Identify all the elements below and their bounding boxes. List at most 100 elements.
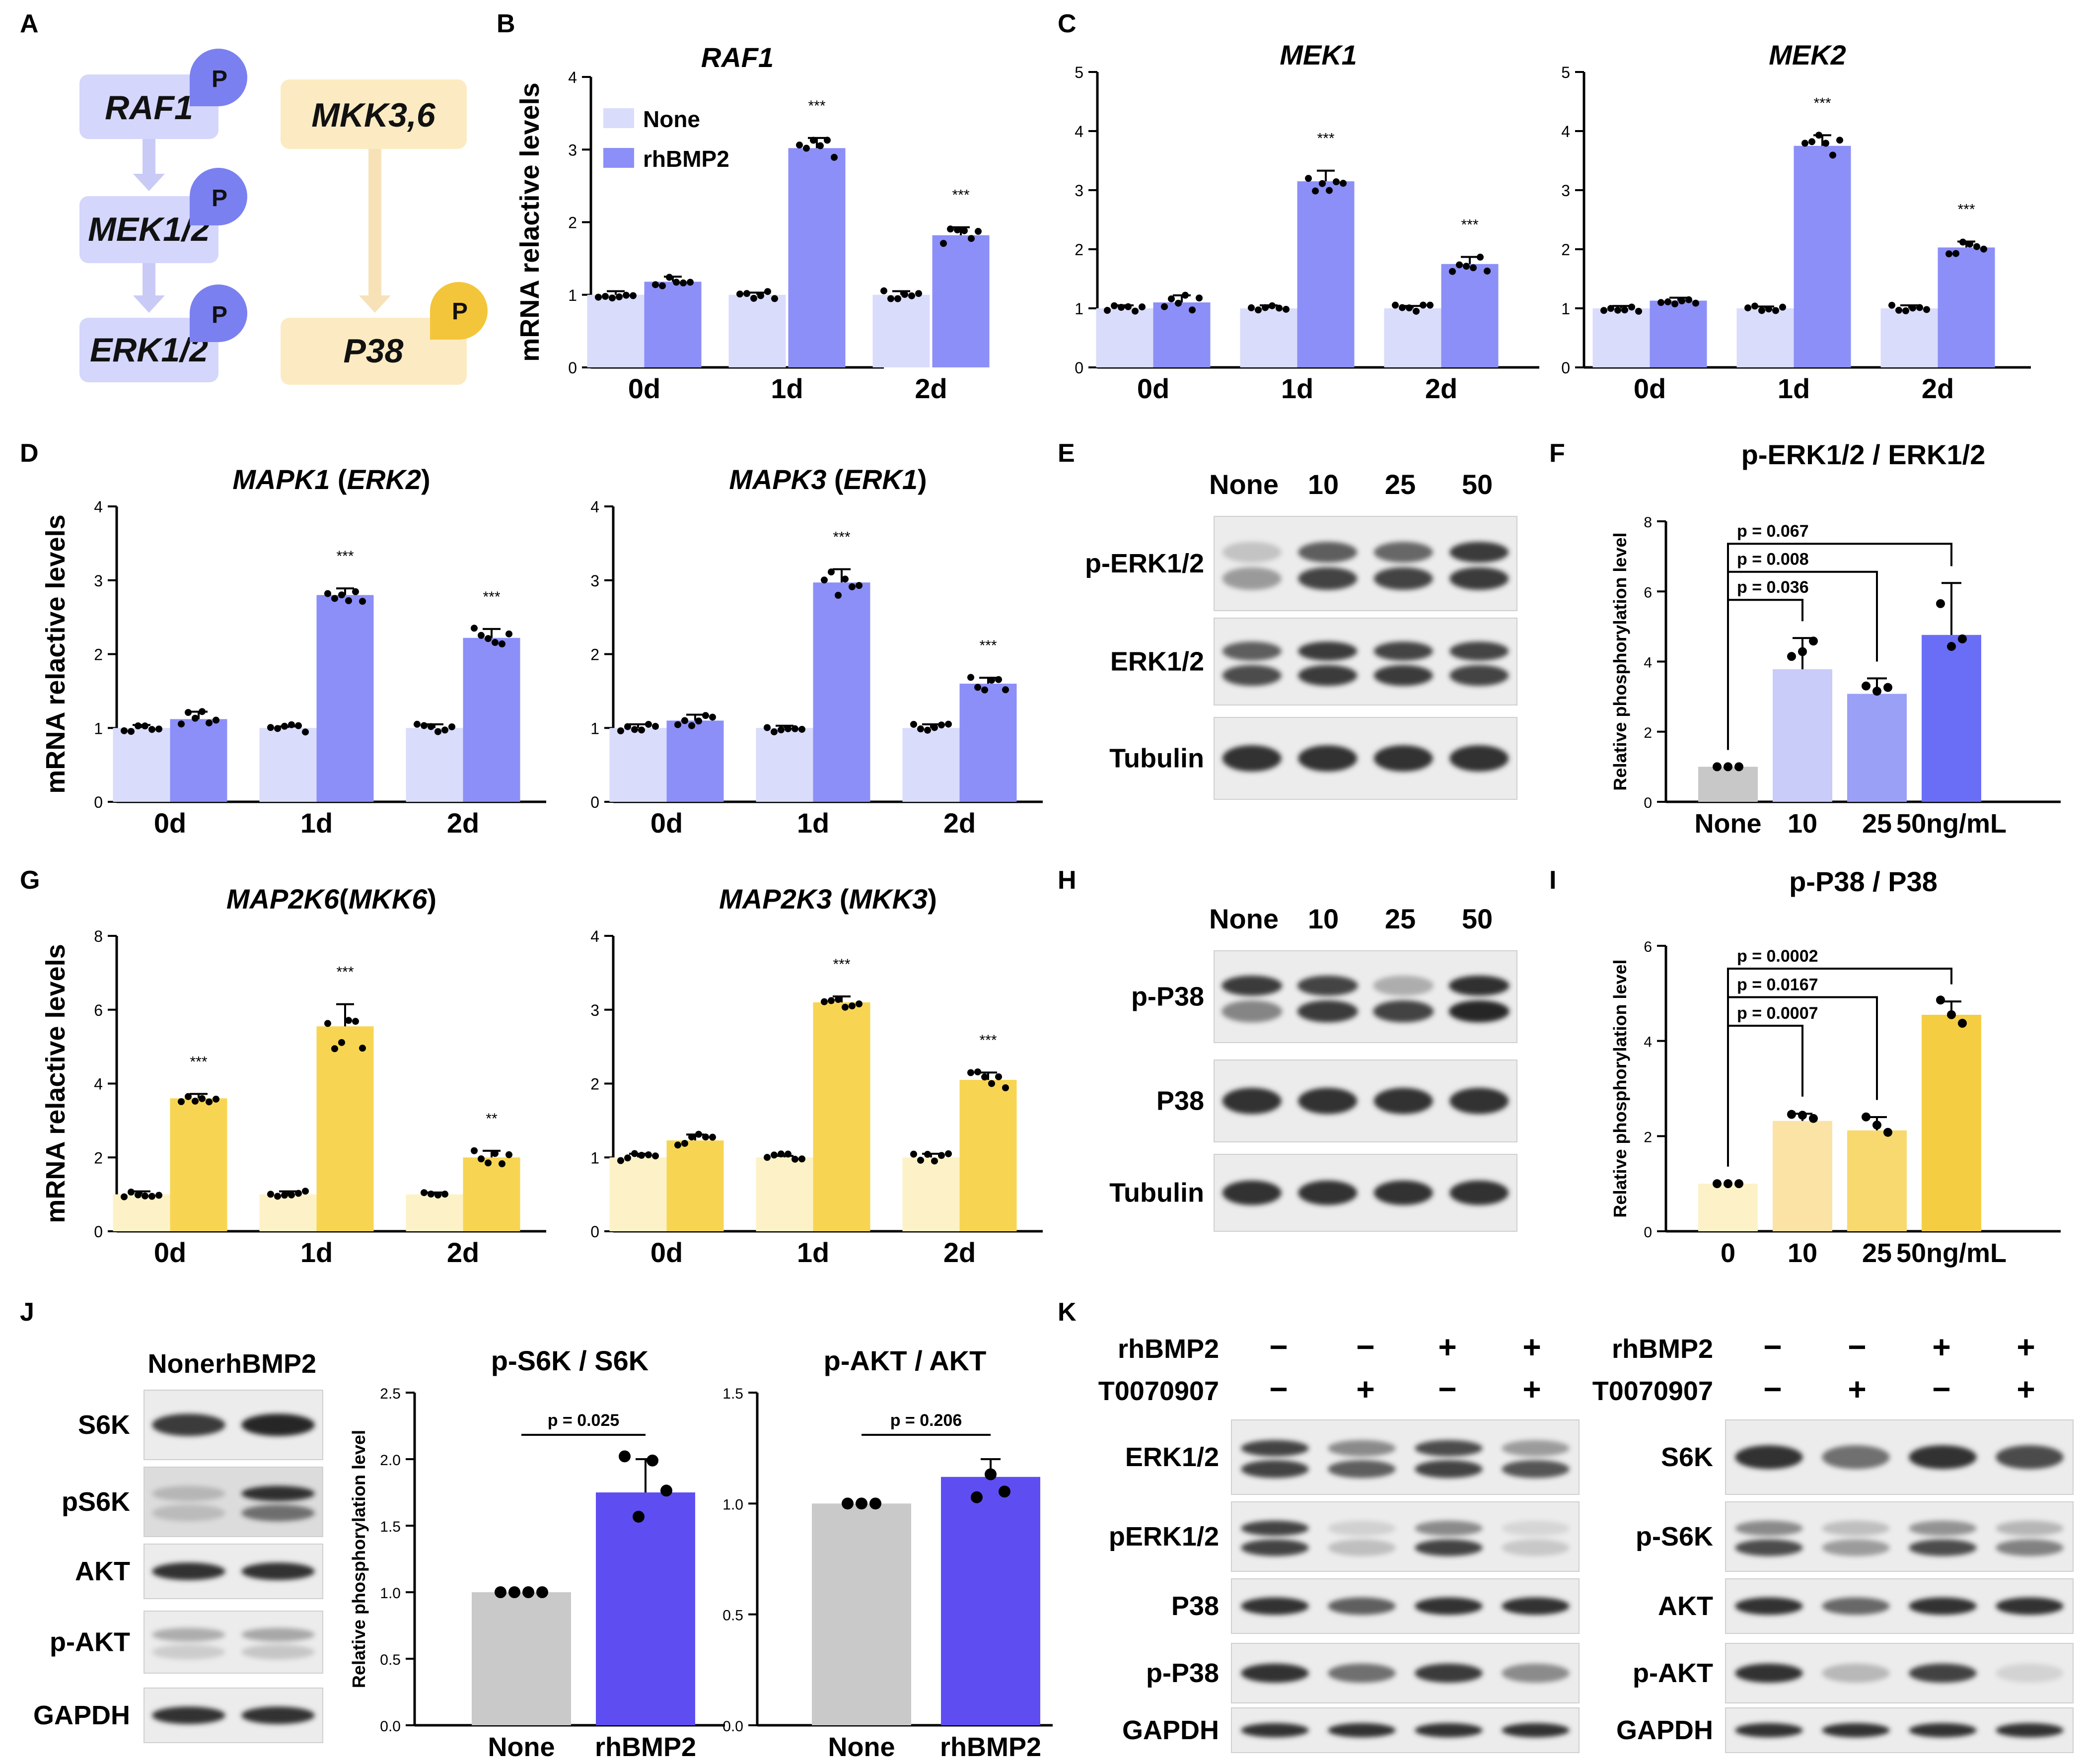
y-tick-label: 0 — [590, 793, 599, 811]
blot-row-label: Tubulin — [1109, 1178, 1204, 1208]
data-point — [695, 717, 702, 725]
data-point — [1111, 302, 1118, 309]
y-tick-label: 8 — [94, 927, 103, 945]
data-point — [1895, 306, 1902, 314]
significance-marker: *** — [336, 964, 354, 981]
x-tick-label: 0d — [1634, 373, 1666, 404]
data-point — [1909, 304, 1916, 312]
blot-row-label: ERK1/2 — [1110, 647, 1204, 677]
y-axis-label: mRNA relactive levels — [41, 514, 71, 793]
y-tick-label: 1.0 — [722, 1496, 743, 1513]
chart-f: 0 2 4 6 8 p-ERK1/2 / ERK1/2 None 10 25 50ng/mL p =… — [1610, 439, 2061, 839]
phospho-badge — [430, 282, 488, 340]
blot-band — [1241, 1539, 1309, 1556]
blot-band — [1996, 1539, 2064, 1556]
legend: None rhBMP2 — [603, 106, 729, 172]
bar — [406, 728, 463, 802]
data-point — [924, 1151, 931, 1158]
data-point — [206, 719, 213, 727]
x-tick-label: 25 — [1862, 809, 1892, 839]
blot-band — [1996, 1597, 2064, 1615]
lane-label: None — [1209, 903, 1279, 934]
data-point — [1484, 267, 1491, 275]
x-tick-label: 2d — [447, 807, 479, 839]
data-point — [810, 137, 817, 144]
significance-marker: *** — [1813, 95, 1831, 111]
blot-row-label: p-P38 — [1131, 982, 1204, 1012]
condition-label: rhBMP2 — [1612, 1334, 1713, 1364]
node-box-p38 — [281, 318, 467, 385]
data-point — [817, 142, 824, 149]
data-point — [1182, 291, 1189, 299]
blot-row-label: S6K — [78, 1410, 130, 1440]
data-point — [623, 291, 630, 299]
data-point — [1936, 995, 1945, 1005]
bar — [1938, 247, 1995, 367]
y-tick-label: 3 — [590, 572, 599, 590]
condition-label: T0070907 — [1098, 1376, 1219, 1406]
chart-title-part: MAPK3 — [729, 464, 826, 495]
data-point — [508, 1586, 520, 1598]
legend-label-rhbmp2: rhBMP2 — [643, 146, 729, 172]
x-tick-label: 25 — [1862, 1238, 1892, 1268]
blot-band — [1222, 567, 1282, 590]
condition-sign: + — [2016, 1329, 2035, 1365]
bar — [1297, 181, 1355, 367]
blot-band — [1328, 1723, 1396, 1738]
y-axis-label: Relative phosphorylation level — [349, 1430, 369, 1688]
chart-title-part: ) — [421, 464, 431, 495]
blot-band — [1298, 567, 1358, 590]
data-point — [842, 1497, 854, 1510]
blot-band — [1449, 745, 1509, 772]
blot-band — [1373, 1088, 1433, 1114]
data-point — [894, 295, 901, 302]
bar — [788, 148, 846, 367]
data-point — [709, 1133, 716, 1141]
data-point — [869, 1497, 881, 1510]
blot-strip — [144, 1611, 323, 1674]
y-tick-label: 4 — [94, 1075, 103, 1093]
x-tick-label: 10 — [1788, 809, 1817, 839]
blot-band — [152, 1413, 225, 1436]
data-point — [1449, 268, 1456, 275]
data-point — [1319, 180, 1326, 187]
blot-band — [1222, 641, 1282, 661]
data-point — [764, 724, 771, 731]
blot-band — [1502, 1663, 1570, 1683]
data-point — [1132, 307, 1139, 315]
data-point — [1692, 299, 1699, 307]
data-point — [652, 1152, 659, 1160]
data-point — [485, 635, 492, 642]
y-tick-label: 0 — [568, 359, 577, 377]
legend-label-none: None — [643, 106, 700, 132]
data-point — [652, 281, 659, 288]
blot-band — [1822, 1520, 1890, 1536]
data-point — [828, 997, 835, 1004]
data-point — [324, 1020, 331, 1027]
condition-sign: + — [1438, 1329, 1456, 1365]
data-point — [856, 582, 863, 589]
data-point — [338, 1039, 345, 1046]
bar — [259, 728, 317, 802]
data-point — [917, 725, 924, 733]
data-point — [824, 137, 831, 144]
bar — [1847, 1130, 1907, 1231]
bar — [666, 1140, 724, 1231]
data-point — [880, 287, 887, 294]
blot-band — [1415, 1440, 1483, 1457]
data-point — [981, 686, 988, 694]
bar — [1153, 302, 1211, 367]
chart-title-part: MAP2K3 — [719, 883, 832, 915]
data-point — [536, 1586, 548, 1598]
blot-band — [1222, 1088, 1282, 1114]
blot-band — [241, 1627, 315, 1642]
bar — [472, 1592, 571, 1725]
blot-band — [152, 1706, 225, 1724]
y-tick-label: 2 — [94, 646, 103, 664]
blot-band — [1222, 1000, 1283, 1023]
blot-band — [1909, 1520, 1977, 1536]
blot-panel-e: None 10 25 50 p-ERK1/2 ERK1/2 Tubulin — [1085, 469, 1517, 800]
y-tick-label: 5 — [1561, 64, 1570, 81]
data-point — [499, 1160, 505, 1168]
x-tick-label: rhBMP2 — [595, 1732, 696, 1762]
